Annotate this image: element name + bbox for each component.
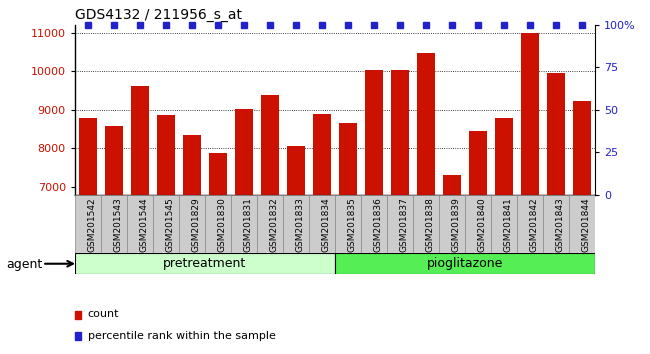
Bar [365,70,383,354]
Text: pretreatment: pretreatment [163,257,246,270]
Bar [417,53,435,354]
Bar [105,126,123,354]
Bar [153,195,179,253]
Bar [543,195,569,253]
Text: agent: agent [6,258,43,271]
Bar [439,195,465,253]
Bar [101,195,127,253]
Bar [75,195,101,253]
Bar [391,70,409,354]
Bar [465,195,491,253]
Bar [547,73,565,354]
Bar [361,195,387,253]
Bar [313,114,331,354]
Bar [573,101,591,354]
Bar [231,195,257,253]
Text: GSM201837: GSM201837 [400,198,409,252]
Text: GSM201834: GSM201834 [322,198,331,252]
Bar [287,147,305,354]
Text: GSM201543: GSM201543 [114,198,123,252]
Bar [309,195,335,253]
Text: GSM201830: GSM201830 [218,198,227,252]
Text: GDS4132 / 211956_s_at: GDS4132 / 211956_s_at [75,8,242,22]
Text: pioglitazone: pioglitazone [426,257,503,270]
Bar [179,195,205,253]
Bar [205,195,231,253]
Bar [261,95,279,354]
Text: GSM201829: GSM201829 [192,198,201,252]
Text: GSM201839: GSM201839 [452,198,461,252]
Bar [75,253,335,274]
Bar [413,195,439,253]
Bar [235,109,253,354]
Bar [495,118,513,354]
Bar [209,153,227,354]
Bar [335,195,361,253]
Bar [127,195,153,253]
Bar [387,195,413,253]
Bar [339,123,357,354]
Bar [183,135,201,354]
Bar [79,118,97,354]
Bar [517,195,543,253]
Text: GSM201831: GSM201831 [244,198,253,252]
Bar [491,195,517,253]
Text: GSM201835: GSM201835 [348,198,357,252]
Text: GSM201841: GSM201841 [504,198,513,252]
Text: GSM201833: GSM201833 [296,198,305,252]
Text: GSM201838: GSM201838 [426,198,435,252]
Bar [335,253,595,274]
Text: GSM201545: GSM201545 [166,198,175,252]
Text: GSM201842: GSM201842 [530,198,539,252]
Text: GSM201544: GSM201544 [140,198,149,252]
Text: percentile rank within the sample: percentile rank within the sample [88,331,276,341]
Bar [443,175,461,354]
Text: GSM201836: GSM201836 [374,198,383,252]
Bar [283,195,309,253]
Bar [131,86,149,354]
Text: GSM201844: GSM201844 [582,198,591,252]
Bar [157,115,175,354]
Bar [521,33,539,354]
Bar [257,195,283,253]
Text: GSM201840: GSM201840 [478,198,487,252]
Bar [569,195,595,253]
Text: GSM201832: GSM201832 [270,198,279,252]
Text: count: count [88,309,119,319]
Text: GSM201542: GSM201542 [88,198,97,252]
Text: GSM201843: GSM201843 [556,198,565,252]
Bar [469,131,487,354]
